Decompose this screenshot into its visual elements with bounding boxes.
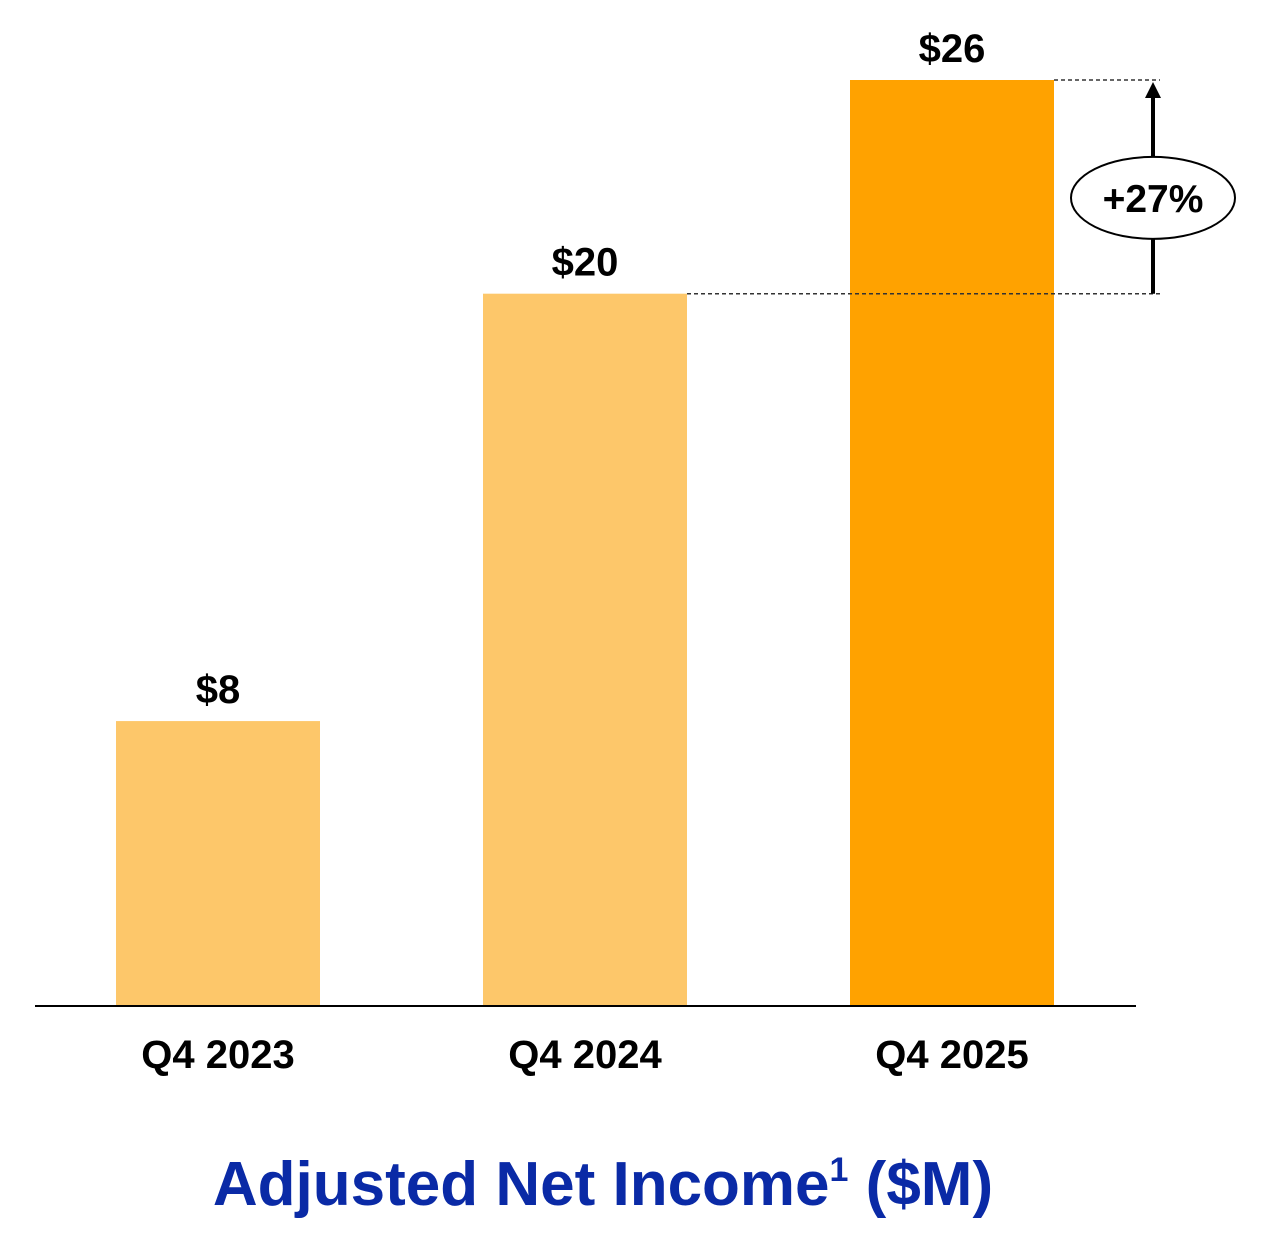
x-tick-label-q4-2025: Q4 2025 [875, 1033, 1028, 1077]
bar-q4-2025 [850, 80, 1054, 1006]
growth-arrow-head [1145, 82, 1161, 98]
growth-annotation: +27% [687, 79, 1236, 295]
bars-group [116, 80, 1054, 1006]
value-labels-group: $8 $20 $26 [196, 27, 986, 712]
x-tick-labels-group: Q4 2023 Q4 2024 Q4 2025 [141, 1033, 1028, 1077]
value-label-q4-2023: $8 [196, 668, 241, 712]
x-tick-label-q4-2023: Q4 2023 [141, 1033, 294, 1077]
value-label-q4-2024: $20 [552, 241, 619, 285]
chart-title-superscript: 1 [830, 1151, 849, 1189]
chart-title: Adjusted Net Income1 ($M) [213, 1150, 993, 1219]
x-tick-label-q4-2024: Q4 2024 [508, 1033, 662, 1077]
chart-title-suffix: ($M) [848, 1150, 993, 1219]
bar-q4-2023 [116, 721, 320, 1006]
chart-title-main: Adjusted Net Income [213, 1150, 830, 1219]
bar-q4-2024 [483, 293, 687, 1006]
growth-badge [1070, 155, 1236, 240]
value-label-q4-2025: $26 [919, 27, 986, 71]
growth-label: +27% [1103, 178, 1204, 221]
